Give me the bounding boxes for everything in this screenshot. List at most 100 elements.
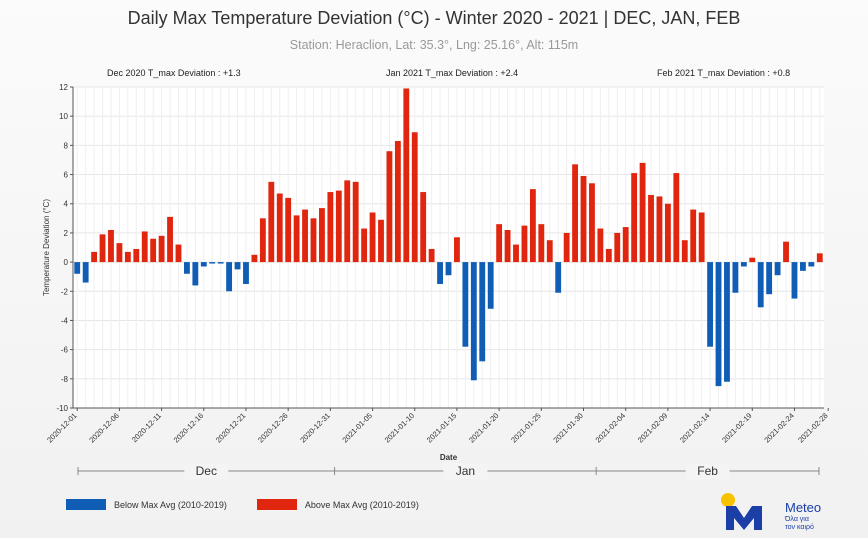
x-tick-label: 2021-01-30 xyxy=(551,411,584,444)
bar xyxy=(555,262,562,293)
bar xyxy=(487,262,494,309)
bar xyxy=(310,218,317,263)
bar xyxy=(200,262,207,267)
bar xyxy=(428,248,435,263)
month-label: Dec xyxy=(196,464,217,478)
bar xyxy=(276,193,283,263)
bar xyxy=(572,164,578,263)
bar xyxy=(158,235,165,263)
x-axis-title: Date xyxy=(440,453,458,462)
y-tick-label: -8 xyxy=(61,375,69,384)
bar xyxy=(707,262,714,347)
bar xyxy=(529,189,536,263)
bar xyxy=(344,180,351,263)
bar xyxy=(648,194,654,263)
bar xyxy=(82,262,89,283)
bar xyxy=(268,181,275,263)
x-tick-label: 2021-02-04 xyxy=(594,411,627,444)
y-tick-label: 10 xyxy=(59,112,68,121)
y-tick-label: 12 xyxy=(59,83,68,92)
bar xyxy=(791,262,798,299)
bar xyxy=(327,192,334,263)
month-label: Jan xyxy=(456,464,475,478)
bar xyxy=(209,262,216,264)
bar xyxy=(133,248,140,263)
bar xyxy=(799,262,806,271)
x-tick-label: 2021-01-25 xyxy=(509,411,542,444)
bar xyxy=(411,132,418,263)
bar xyxy=(293,215,300,263)
bar xyxy=(496,224,503,263)
bar xyxy=(698,212,705,263)
bar xyxy=(251,254,258,263)
logo-tagline: Όλα για τον καιρό xyxy=(785,516,814,531)
month-label-bg xyxy=(685,463,730,479)
bar xyxy=(184,262,190,274)
y-tick-label: 0 xyxy=(64,258,69,267)
bar xyxy=(394,140,401,263)
y-tick-label: 4 xyxy=(64,200,69,209)
y-tick-label: 6 xyxy=(64,171,69,180)
bar xyxy=(538,224,545,263)
bar xyxy=(597,228,604,263)
bar xyxy=(124,251,131,263)
bar xyxy=(361,228,368,263)
bar xyxy=(167,216,173,263)
x-tick-label: 2021-01-15 xyxy=(425,411,458,444)
x-tick-label: 2020-12-06 xyxy=(87,411,120,444)
bar xyxy=(74,262,81,274)
bar xyxy=(259,218,266,263)
bar xyxy=(378,219,384,263)
bar xyxy=(513,244,519,263)
bar xyxy=(445,262,452,276)
legend-label-below: Below Max Avg (2010-2019) xyxy=(114,499,227,510)
bar xyxy=(234,262,241,270)
y-tick-label: 2 xyxy=(64,229,69,238)
bar xyxy=(192,262,199,286)
x-tick-label: 2020-12-16 xyxy=(172,411,205,444)
bar xyxy=(639,162,646,263)
x-tick-label: 2020-12-01 xyxy=(45,411,78,444)
bar xyxy=(816,253,823,263)
x-tick-label: 2021-01-10 xyxy=(383,411,416,444)
x-tick-label: 2020-12-26 xyxy=(256,411,289,444)
bar xyxy=(664,203,671,263)
bar xyxy=(108,229,114,263)
x-tick-label: 2021-02-19 xyxy=(720,411,753,444)
bar xyxy=(783,241,789,263)
x-tick-label: 2021-01-20 xyxy=(467,411,500,444)
y-tick-label: -4 xyxy=(61,316,69,325)
bar xyxy=(403,88,410,263)
bar xyxy=(319,208,325,263)
bar xyxy=(285,197,292,263)
bar xyxy=(774,262,781,276)
bar xyxy=(622,227,629,263)
bar xyxy=(175,244,182,263)
bar xyxy=(690,209,697,263)
y-tick-label: -10 xyxy=(56,404,68,413)
x-tick-label: 2020-12-11 xyxy=(130,411,163,444)
y-tick-label: -2 xyxy=(61,287,69,296)
y-tick-label: -6 xyxy=(61,346,69,355)
bar xyxy=(808,262,815,267)
meteo-logo-icon xyxy=(721,493,762,530)
bar xyxy=(732,262,739,293)
x-tick-label: 2020-12-21 xyxy=(214,411,247,444)
bar xyxy=(226,262,233,292)
x-tick-label: 2020-12-31 xyxy=(298,411,331,444)
bar xyxy=(369,212,376,263)
bar xyxy=(614,232,621,263)
legend-swatch-below xyxy=(66,499,106,510)
chart-legend: Below Max Avg (2010-2019) Above Max Avg … xyxy=(66,499,419,510)
month-label: Feb xyxy=(697,464,718,478)
bar xyxy=(656,196,663,263)
bar xyxy=(479,262,486,362)
jan-deviation-annotation: Jan 2021 T_max Deviation : +2.4 xyxy=(386,68,519,78)
x-tick-label: 2021-02-14 xyxy=(678,411,711,444)
legend-swatch-above xyxy=(256,499,297,510)
bar xyxy=(462,262,469,347)
y-tick-label: 8 xyxy=(64,141,69,150)
bar xyxy=(437,262,443,284)
bar xyxy=(673,173,680,263)
